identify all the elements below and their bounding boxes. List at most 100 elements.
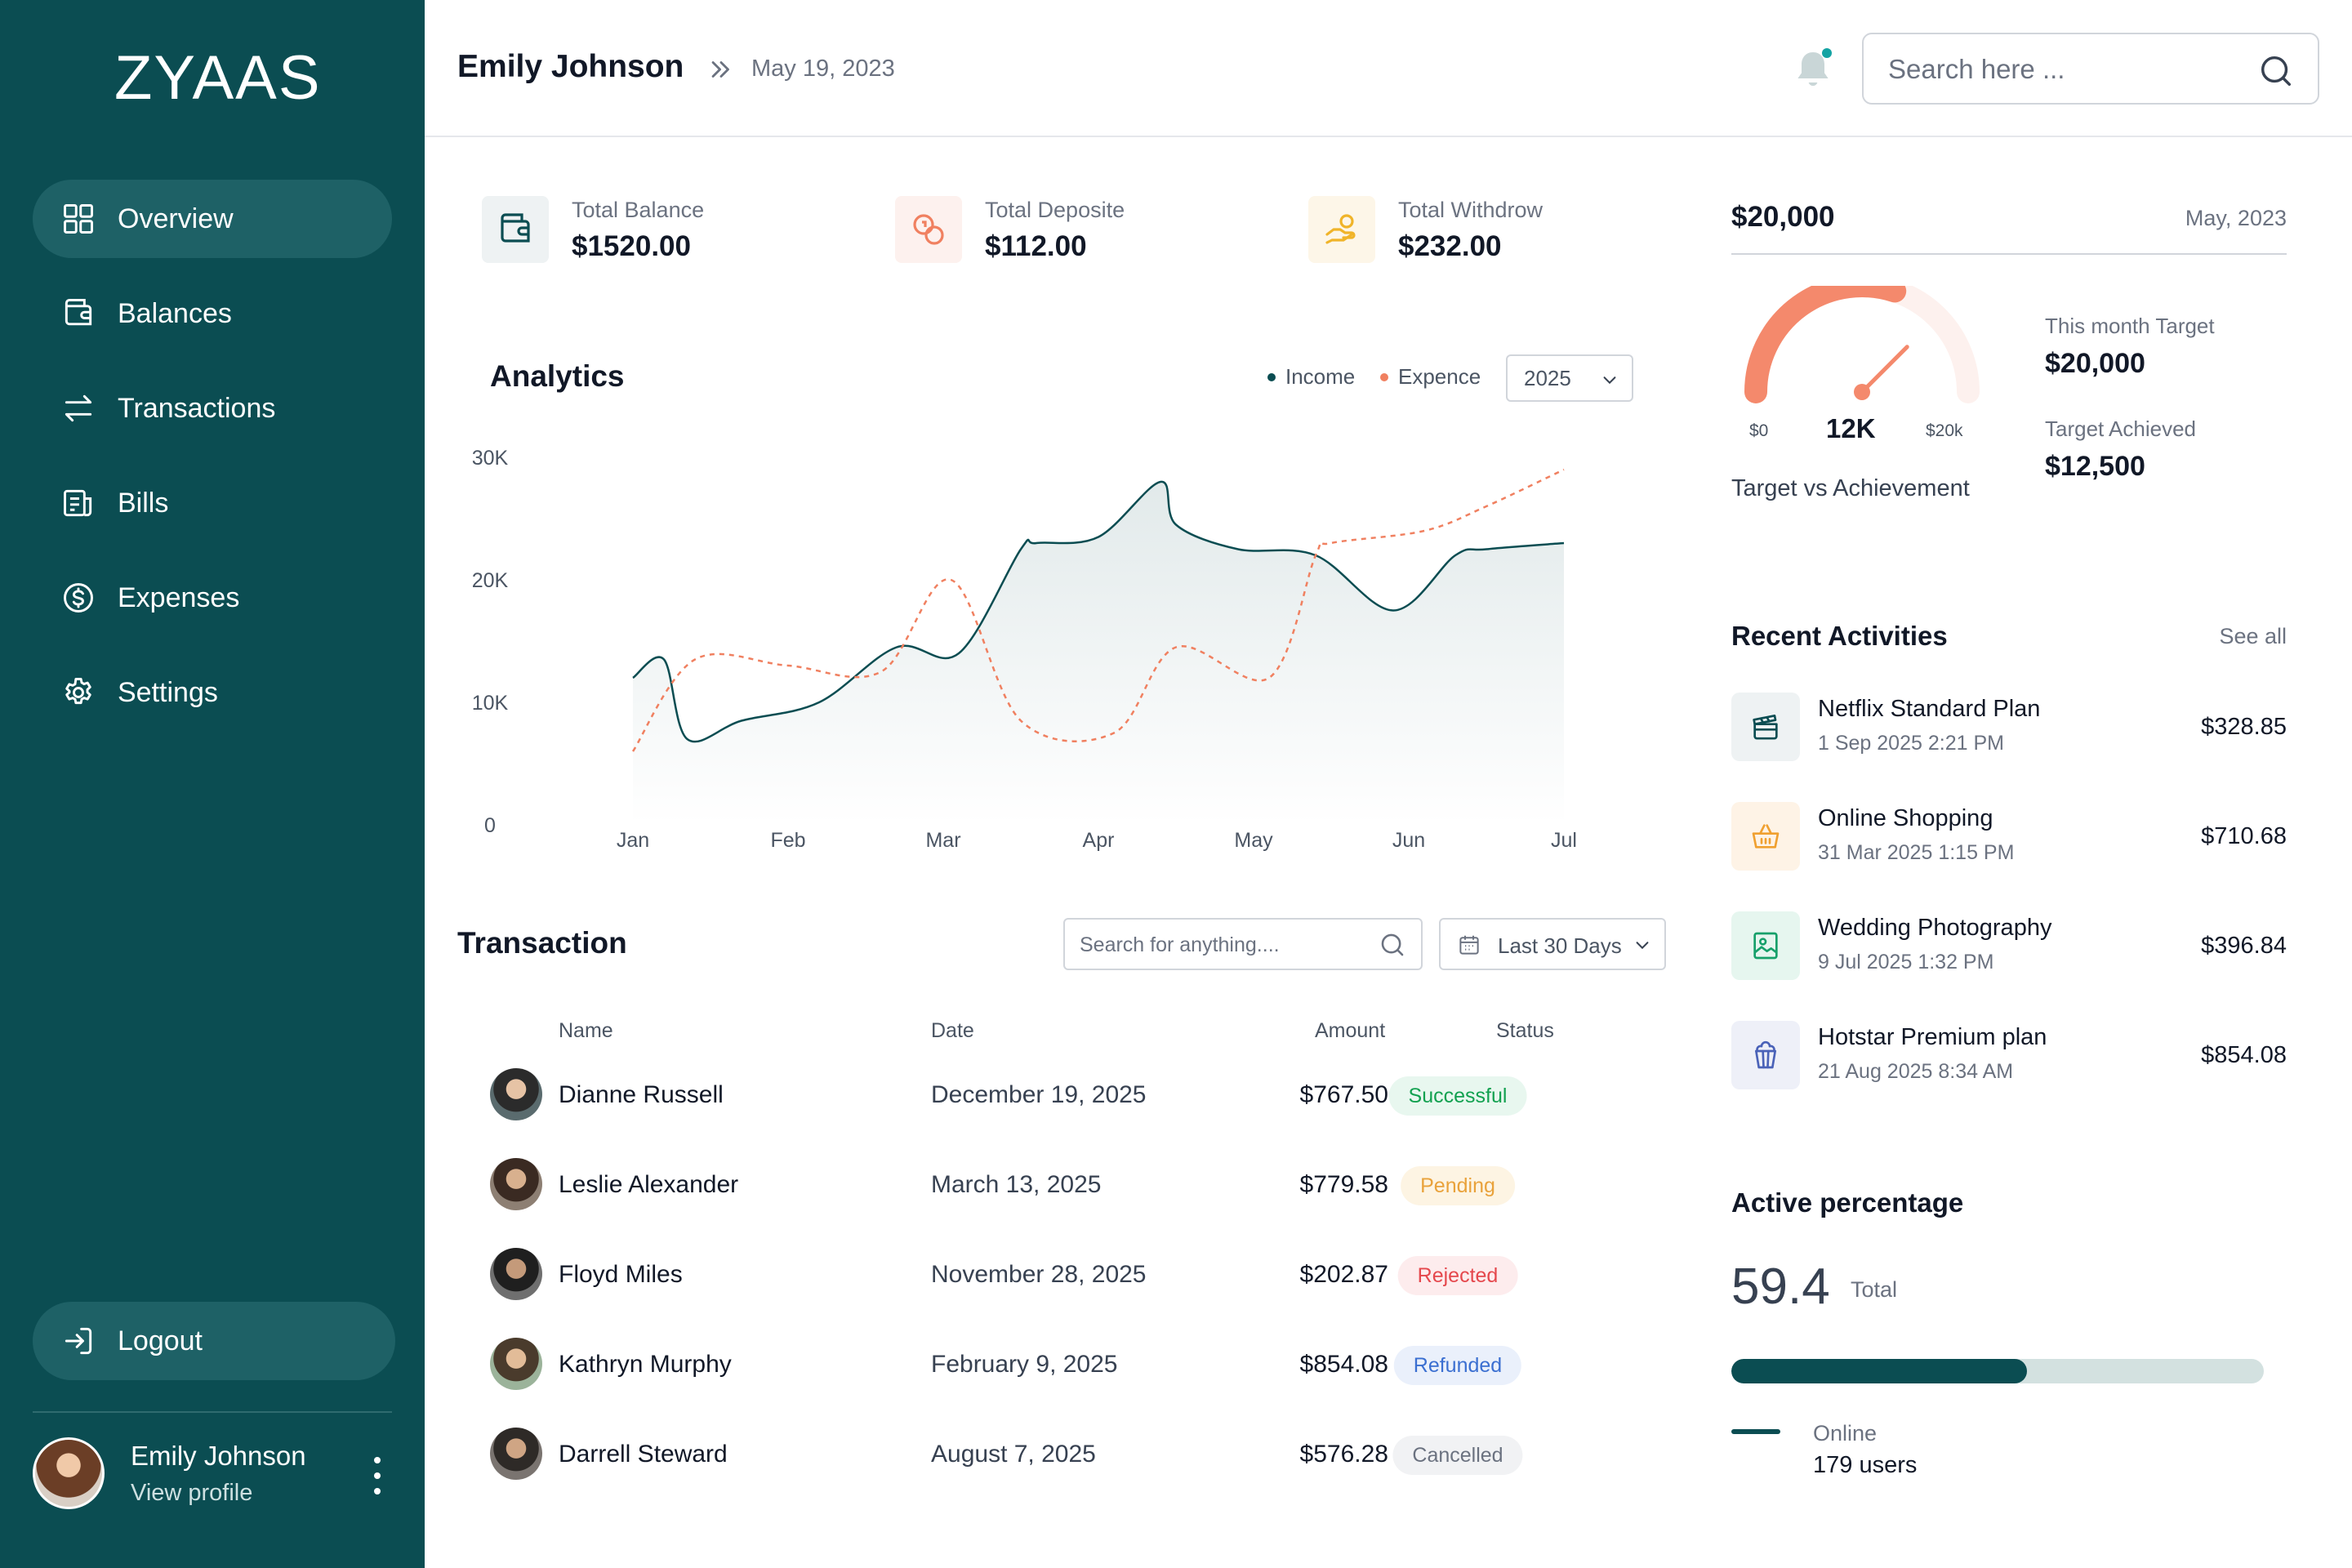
avatar [490,1338,542,1390]
month-target-value: $20,000 [2045,348,2145,379]
notification-bell-icon[interactable] [1788,46,1838,95]
photo-icon [1731,911,1800,980]
avatar [490,1428,542,1480]
legend-dot [1267,372,1276,381]
series-line-expence [631,468,1565,752]
avatar [490,1248,542,1300]
see-all-link[interactable]: See all [2219,624,2287,648]
column-header-date[interactable]: Date [931,1019,974,1042]
sidebar-item-bills[interactable]: Bills [33,464,392,542]
sidebar-divider [33,1411,392,1413]
row-name: Darrell Steward [559,1441,728,1468]
avatar [490,1158,542,1210]
avatar [490,1068,542,1120]
series-area-income [633,481,1564,825]
target-achieved-value: $12,500 [2045,451,2145,482]
legend-income: Income [1267,364,1355,390]
x-tick-label: May [1234,829,1273,852]
gauge-pivot [1854,384,1870,400]
top-header: Emily Johnson May 19, 2023 [425,0,2352,137]
search-icon[interactable] [2257,52,2295,90]
activity-time: 31 Mar 2025 1:15 PM [1818,841,2015,864]
table-row[interactable]: Leslie Alexander March 13, 2025 $779.58 … [490,1150,1666,1215]
transaction-search-input[interactable] [1080,931,1374,959]
divider [1731,253,2287,255]
table-row[interactable]: Floyd Miles November 28, 2025 $202.87 Re… [490,1240,1666,1305]
x-tick-label: Apr [1083,829,1115,852]
activity-item[interactable]: Wedding Photography 9 Jul 2025 1:32 PM $… [1731,911,2287,985]
brand-logo[interactable]: ZYAAS [114,43,322,113]
column-header-name[interactable]: Name [559,1019,613,1042]
gauge-max: $20k [1926,421,1963,440]
series-line-income [632,480,1565,743]
double-chevron-right-icon [711,61,729,78]
activity-item[interactable]: Online Shopping 31 Mar 2025 1:15 PM $710… [1731,802,2287,875]
stat-label: Total Balance [572,198,705,222]
sidebar-item-transactions[interactable]: Transactions [33,369,392,448]
active-progress-bar [1731,1359,2264,1383]
gauge-value: 12K [1826,413,1876,443]
more-vertical-icon[interactable] [369,1455,385,1496]
clapper-icon [1731,693,1800,761]
sidebar-item-label: Overview [118,203,234,234]
gauge-fill [1744,286,1907,403]
activity-item[interactable]: Netflix Standard Plan 1 Sep 2025 2:21 PM… [1731,693,2287,766]
sidebar-item-label: Expenses [118,581,240,613]
sidebar-item-label: Settings [118,676,218,708]
row-amount: $202.87 [1299,1261,1388,1288]
row-date: March 13, 2025 [931,1171,1102,1198]
search-input[interactable] [1888,51,2247,88]
wallet-icon [482,196,549,263]
legend-expence: Expence [1380,364,1481,390]
activity-title: Hotstar Premium plan [1818,1024,2047,1050]
row-name: Dianne Russell [559,1081,724,1108]
y-tick-label: 20K [472,569,509,592]
gear-icon [65,678,91,705]
row-amount: $767.50 [1299,1081,1388,1108]
page-title: Emily Johnson [457,49,684,84]
avatar[interactable] [33,1437,105,1509]
x-tick-label: Feb [770,829,805,852]
date-range-select[interactable]: Last 30 Days [1439,918,1666,970]
header-search [1862,33,2319,105]
sidebar-item-settings[interactable]: Settings [33,653,392,732]
grid-icon [64,204,93,234]
activity-time: 9 Jul 2025 1:32 PM [1818,951,1994,973]
activity-item[interactable]: Hotstar Premium plan 21 Aug 2025 8:34 AM… [1731,1021,2287,1094]
view-profile-link[interactable]: View profile [131,1480,253,1506]
sidebar-item-label: Transactions [118,392,276,424]
search-icon[interactable] [1379,931,1406,959]
y-tick-label: 10K [472,692,509,715]
stat-value: $112.00 [985,230,1087,262]
row-date: December 19, 2025 [931,1081,1147,1108]
status-badge: Cancelled [1392,1436,1523,1475]
sidebar: ZYAAS Overview Balances Transactions Bil… [0,0,425,1568]
activity-title: Wedding Photography [1818,915,2052,941]
status-badge: Refunded [1393,1346,1522,1385]
column-header-amount[interactable]: Amount [1315,1019,1386,1042]
profile-name: Emily Johnson [131,1441,306,1471]
wallet-icon [65,299,92,326]
logout-button[interactable]: Logout [33,1302,395,1380]
sidebar-item-overview[interactable]: Overview [33,180,392,258]
year-select[interactable]: 2025 [1506,354,1633,402]
activity-amount: $854.08 [2201,1042,2287,1068]
chevron-down-icon [1636,942,1649,950]
table-row[interactable]: Kathryn Murphy February 9, 2025 $854.08 … [490,1330,1666,1395]
sidebar-item-expenses[interactable]: Expenses [33,559,392,637]
status-badge: Pending [1401,1166,1515,1205]
popcorn-icon [1731,1021,1800,1089]
analytics-chart: 30K 20K 10K 0 Jan Feb Mar Apr May Jun Jul [472,447,1577,852]
activity-amount: $396.84 [2201,933,2287,959]
legend-label: Income [1285,364,1356,389]
legend-dot [1380,372,1388,381]
table-row[interactable]: Dianne Russell December 19, 2025 $767.50… [490,1060,1666,1125]
sidebar-item-balances[interactable]: Balances [33,274,392,353]
legend-label: Expence [1398,364,1481,389]
transaction-title: Transaction [457,926,627,960]
activity-title: Online Shopping [1818,805,1993,831]
status-badge: Rejected [1397,1256,1518,1295]
column-header-status[interactable]: Status [1496,1019,1554,1042]
table-row[interactable]: Darrell Steward August 7, 2025 $576.28 C… [490,1419,1666,1485]
active-total-label: Total [1851,1277,1898,1302]
